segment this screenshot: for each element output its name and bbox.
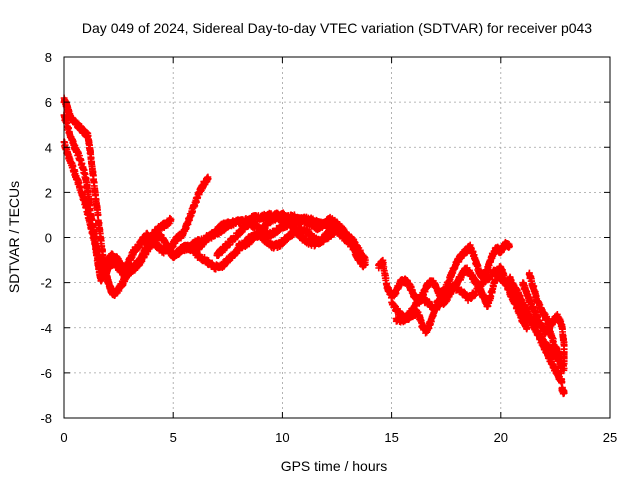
data-points [60,94,568,398]
data-point [167,216,175,223]
data-point [204,175,212,183]
series-trace-i [388,263,531,337]
series-trace-a [60,94,175,300]
